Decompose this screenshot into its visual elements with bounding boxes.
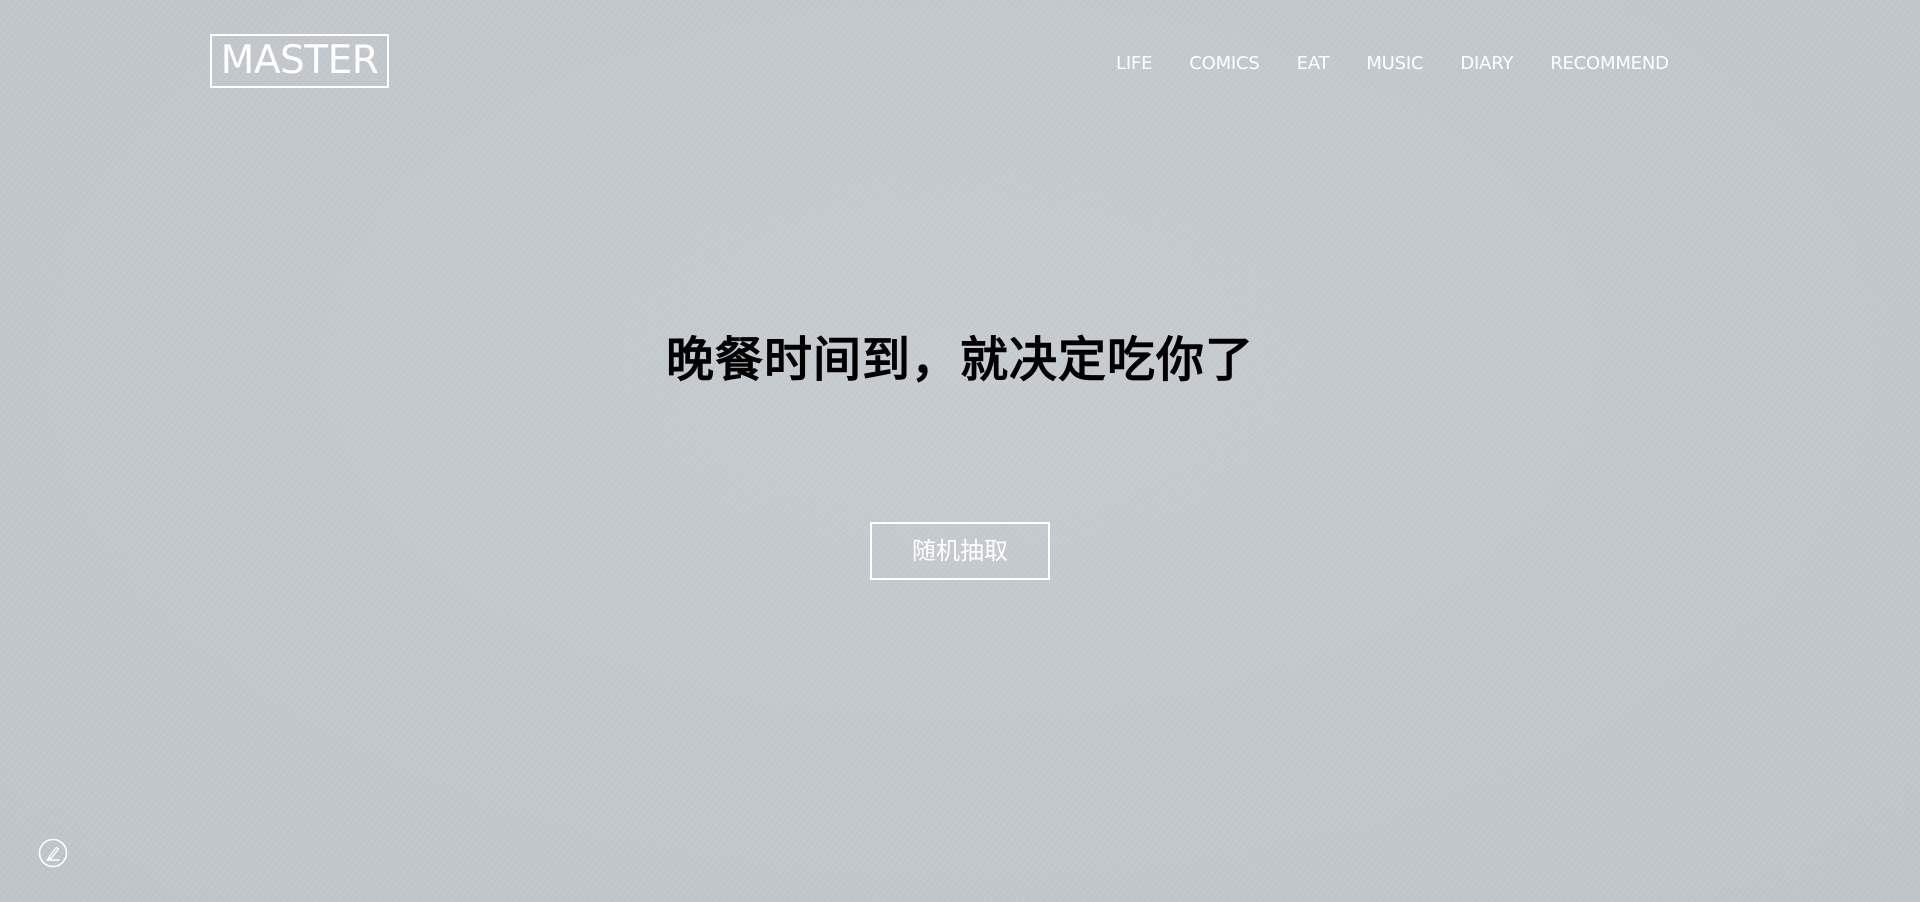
nav-item-comics[interactable]: COMICS	[1189, 53, 1260, 74]
nav-item-diary[interactable]: DIARY	[1460, 53, 1514, 74]
hero-headline: 晚餐时间到，就决定吃你了	[665, 332, 1254, 388]
pencil-circle-icon[interactable]	[38, 838, 68, 868]
nav-item-eat[interactable]: EAT	[1296, 53, 1330, 74]
nav-item-life[interactable]: LIFE	[1116, 53, 1153, 74]
nav-item-music[interactable]: MUSIC	[1366, 53, 1424, 74]
main-nav: LIFE COMICS EAT MUSIC DIARY RECOMMEND	[1116, 52, 1669, 76]
random-draw-button[interactable]: 随机抽取	[870, 522, 1050, 580]
site-logo[interactable]: MASTER	[210, 34, 389, 88]
nav-item-recommend[interactable]: RECOMMEND	[1550, 53, 1669, 74]
